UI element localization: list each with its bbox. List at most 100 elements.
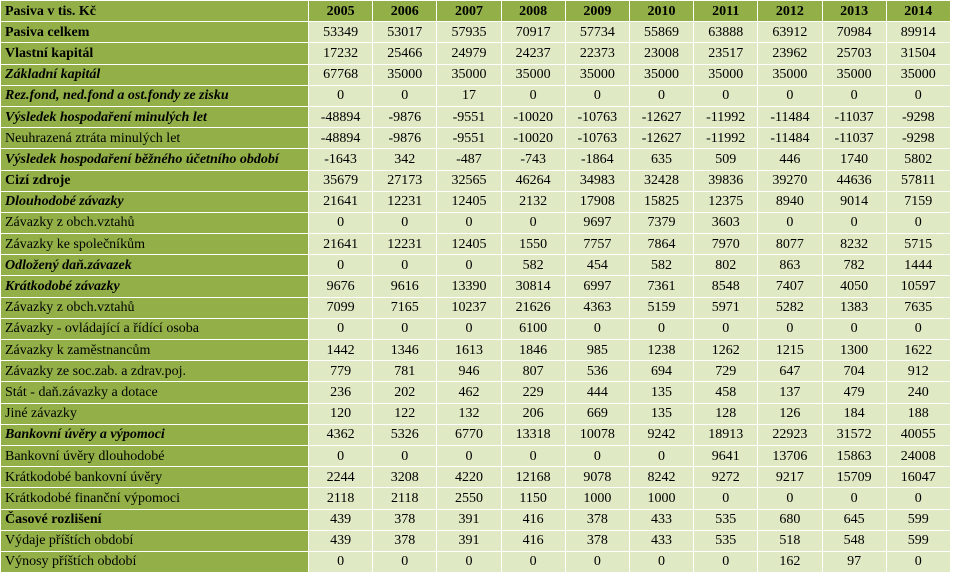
value-cell: 0 (372, 317, 438, 341)
value-cell: 7159 (885, 190, 951, 213)
value-cell: 22923 (757, 423, 823, 446)
value-cell: 0 (628, 317, 695, 341)
value-cell: 782 (821, 254, 887, 277)
value-cell: 17 (436, 84, 502, 107)
value-cell: 0 (821, 84, 887, 107)
value-cell: 0 (628, 444, 695, 468)
value-cell: 0 (757, 317, 823, 341)
value-cell: 729 (693, 360, 759, 383)
table-row: Závazky - ovládající a řídící osoba 0 0 0 61… (0, 317, 951, 341)
value-cell: 202 (372, 381, 438, 404)
value-cell: 1000 (628, 487, 695, 510)
value-cell: 9616 (372, 275, 438, 298)
row-label: Závazky ke společníkům (0, 233, 309, 256)
value-cell: -11992 (693, 105, 759, 129)
value-cell: -10020 (500, 105, 566, 129)
value-cell: 16047 (885, 466, 951, 489)
table-row: Závazky k zaměstnancům 1442 1346 1613 1846 98… (0, 338, 951, 362)
row-label: Výsledek hospodaření běžného účetního ob… (0, 148, 309, 171)
value-cell: 23962 (757, 42, 823, 65)
table-row: Jiné závazky 120 122 132 206 669 135 128 126 184 1… (0, 402, 951, 425)
value-cell: 0 (500, 550, 566, 574)
value-cell: 35679 (307, 169, 374, 192)
value-cell: -9876 (372, 105, 438, 129)
value-cell: 89914 (885, 21, 951, 44)
value-cell: 378 (564, 508, 630, 531)
value-cell: 23517 (693, 42, 759, 65)
value-cell: 0 (500, 444, 566, 468)
table-row: Cizí zdroje 35679 27173 32565 46264 34983 3242… (0, 169, 951, 192)
value-cell: 4050 (821, 275, 887, 298)
value-cell: 32565 (436, 169, 502, 192)
value-cell: 536 (564, 360, 630, 383)
value-cell: 137 (757, 381, 823, 404)
value-cell: 9242 (628, 423, 695, 446)
value-cell: 7099 (307, 296, 374, 319)
value-cell: 378 (372, 508, 438, 531)
value-cell: 12231 (372, 190, 438, 213)
value-cell: 4362 (307, 423, 374, 446)
value-cell: 1215 (757, 338, 823, 362)
value-cell: 2244 (307, 466, 374, 489)
value-cell: 444 (564, 381, 630, 404)
value-cell: 12231 (372, 233, 438, 256)
table-row: Krátkodobé bankovní úvěry 2244 3208 4220 121… (0, 466, 951, 489)
value-cell: 0 (821, 487, 887, 510)
value-cell: 63912 (757, 21, 823, 44)
value-cell: 7361 (628, 275, 695, 298)
value-cell: -12627 (628, 127, 695, 150)
value-cell: 0 (821, 317, 887, 341)
value-cell: 206 (500, 402, 566, 425)
value-cell: 4220 (436, 466, 502, 489)
value-cell: 1300 (821, 338, 887, 362)
value-cell: 9078 (564, 466, 630, 489)
value-cell: 1613 (436, 338, 502, 362)
value-cell: -11992 (693, 127, 759, 150)
value-cell: 12405 (436, 233, 502, 256)
value-cell: 23008 (628, 42, 695, 65)
table-row: Bankovní úvěry dlouhodobé 0 0 0 0 0 0 9641 13706… (0, 444, 951, 468)
value-cell: 1622 (885, 338, 951, 362)
value-cell: 7165 (372, 296, 438, 319)
row-label: Závazky ze soc.zab. a zdrav.poj. (0, 360, 309, 383)
table-row: Rez.fond, ned.fond a ost.fondy ze zisku 0… (0, 84, 951, 107)
value-cell: 599 (885, 508, 951, 531)
value-cell: 126 (757, 402, 823, 425)
value-cell: 378 (372, 529, 438, 552)
value-cell: 1550 (500, 233, 566, 256)
value-cell: 378 (564, 529, 630, 552)
value-cell: 34983 (564, 169, 630, 192)
value-cell: 10078 (564, 423, 630, 446)
value-cell: 2118 (307, 487, 374, 510)
value-cell: 3603 (693, 211, 759, 235)
value-cell: 4363 (564, 296, 630, 319)
row-label: Krátkodobé finanční výpomoci (0, 487, 309, 510)
value-cell: 6100 (500, 317, 566, 341)
value-cell: 8232 (821, 233, 887, 256)
value-cell: 13390 (436, 275, 502, 298)
value-cell: 35000 (564, 63, 630, 86)
value-cell: 416 (500, 529, 566, 552)
value-cell: 0 (372, 550, 438, 574)
value-cell: -9298 (885, 127, 951, 150)
value-cell: 416 (500, 508, 566, 531)
value-cell: 7407 (757, 275, 823, 298)
value-cell: 0 (757, 487, 823, 510)
row-label: Závazky z obch.vztahů (0, 296, 309, 319)
row-label: Časové rozlišení (0, 508, 309, 531)
row-label: Stát - daň.závazky a dotace (0, 381, 309, 404)
value-cell: 0 (500, 211, 566, 235)
value-cell: 0 (372, 254, 438, 277)
value-cell: 0 (564, 550, 630, 574)
value-cell: 67768 (307, 63, 374, 86)
value-cell: 1444 (885, 254, 951, 277)
value-cell: 0 (436, 444, 502, 468)
value-cell: -11484 (757, 127, 823, 150)
value-cell: 31572 (821, 423, 887, 446)
value-cell: 21641 (307, 190, 374, 213)
value-cell: 27173 (372, 169, 438, 192)
value-cell: 0 (564, 444, 630, 468)
table-row: Závazky ke společníkům 21641 12231 12405 155… (0, 233, 951, 256)
value-cell: 479 (821, 381, 887, 404)
value-cell: 22373 (564, 42, 630, 65)
